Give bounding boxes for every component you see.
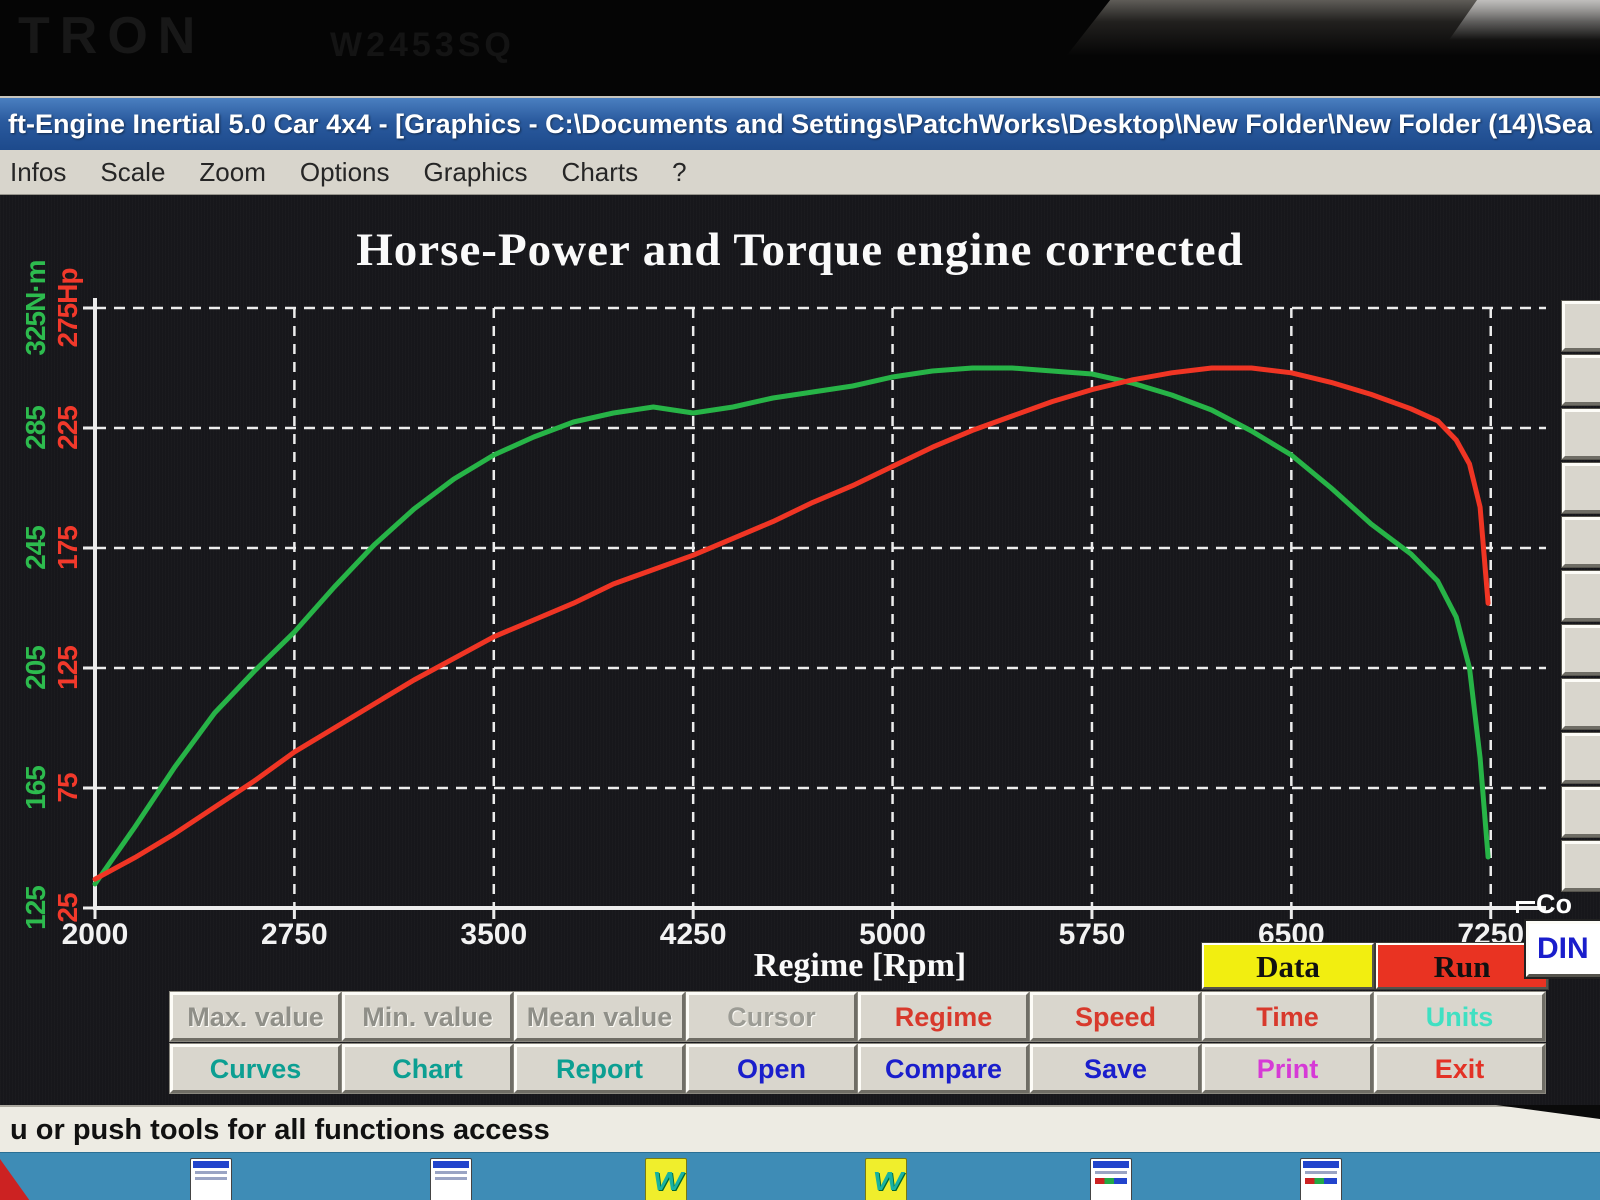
side-toolbar-button[interactable] xyxy=(1562,841,1600,891)
x-tick-label: 5750 xyxy=(1058,918,1126,951)
status-text: u or push tools for all functions access xyxy=(10,1114,550,1146)
side-toolbar-button[interactable] xyxy=(1562,571,1600,621)
monitor-model-text: W2453SQ xyxy=(330,26,515,64)
regime-button[interactable]: Regime xyxy=(858,992,1029,1041)
monitor-bezel: TRON W2453SQ xyxy=(0,0,1600,96)
x-tick-label: 2000 xyxy=(61,918,129,951)
menu-charts[interactable]: Charts xyxy=(561,157,639,187)
time-button[interactable]: Time xyxy=(1202,992,1373,1041)
red-flag-icon[interactable] xyxy=(0,1159,30,1200)
correction-standard-field[interactable]: DIN xyxy=(1526,921,1600,977)
dyno-plot xyxy=(83,298,1546,919)
menu-zoom[interactable]: Zoom xyxy=(199,157,266,187)
taskbar-icon-window[interactable] xyxy=(190,1158,232,1200)
menu-options[interactable]: Options xyxy=(299,157,390,187)
x-tick-label: 3500 xyxy=(460,918,528,951)
power-curve xyxy=(92,365,1491,882)
side-toolbar-button[interactable] xyxy=(1562,679,1600,729)
side-toolbar-button[interactable] xyxy=(1562,733,1600,783)
menu-graphics[interactable]: Graphics xyxy=(423,157,528,187)
save-button[interactable]: Save xyxy=(1030,1044,1201,1093)
taskbar-icon-dyno[interactable]: VV xyxy=(865,1158,907,1200)
side-toolbar-button[interactable] xyxy=(1562,355,1600,405)
taskbar-icon-dyno[interactable]: VV xyxy=(645,1158,687,1200)
power-axis-label: 25 xyxy=(52,893,83,923)
x-tick-label: 5000 xyxy=(859,918,926,951)
menu-scale[interactable]: Scale xyxy=(100,157,166,187)
chart-client-area: Horse-Power and Torque engine corrected … xyxy=(0,195,1600,1105)
exit-button[interactable]: Exit xyxy=(1374,1044,1545,1093)
open-button[interactable]: Open xyxy=(686,1044,857,1093)
taskbar-icon-window-run[interactable] xyxy=(1090,1158,1132,1200)
report-button[interactable]: Report xyxy=(514,1044,685,1093)
status-bar: u or push tools for all functions access xyxy=(0,1105,1600,1152)
x-tick-label: 2750 xyxy=(261,918,328,951)
chart-button[interactable]: Chart xyxy=(342,1044,513,1093)
taskbar-icon-window-run[interactable] xyxy=(1300,1158,1342,1200)
correction-group-label: Co xyxy=(1516,889,1572,920)
side-toolbar-button[interactable] xyxy=(1562,409,1600,459)
menu-help[interactable]: ? xyxy=(672,157,687,187)
data-button[interactable]: Data xyxy=(1202,943,1374,989)
chart-title: Horse-Power and Torque engine corrected xyxy=(356,224,1244,276)
torque-axis-label: 125 xyxy=(20,886,51,930)
print-button[interactable]: Print xyxy=(1202,1044,1373,1093)
light-reflection xyxy=(1448,0,1600,40)
compare-button[interactable]: Compare xyxy=(858,1044,1029,1093)
window-title: ft-Engine Inertial 5.0 Car 4x4 - [Graphi… xyxy=(8,109,1592,139)
monitor-brand-text: TRON xyxy=(18,7,206,65)
menu-infos[interactable]: Infos xyxy=(10,157,67,187)
side-toolbar-button[interactable] xyxy=(1562,787,1600,837)
taskbar: VV VV xyxy=(0,1152,1600,1200)
x-tick-label: 4250 xyxy=(659,918,727,951)
taskbar-icon-window[interactable] xyxy=(430,1158,472,1200)
speed-button[interactable]: Speed xyxy=(1030,992,1201,1041)
side-toolbar-button[interactable] xyxy=(1562,301,1600,351)
units-button[interactable]: Units xyxy=(1374,992,1545,1041)
side-toolbar-button[interactable] xyxy=(1562,517,1600,567)
side-toolbar-button[interactable] xyxy=(1562,625,1600,675)
max-value-button[interactable]: Max. value xyxy=(170,992,341,1041)
menu-bar: Infos Scale Zoom Options Graphics Charts? xyxy=(0,150,1600,195)
min-value-button[interactable]: Min. value xyxy=(342,992,513,1041)
mean-value-button[interactable]: Mean value xyxy=(514,992,685,1041)
curves-button[interactable]: Curves xyxy=(170,1044,341,1093)
cursor-button[interactable]: Cursor xyxy=(686,992,857,1041)
torque-curve xyxy=(92,365,1491,887)
window-titlebar[interactable]: ft-Engine Inertial 5.0 Car 4x4 - [Graphi… xyxy=(0,96,1600,150)
run-button[interactable]: Run xyxy=(1376,943,1548,989)
side-toolbar-button[interactable] xyxy=(1562,463,1600,513)
x-axis-title: Regime [Rpm] xyxy=(753,947,967,984)
